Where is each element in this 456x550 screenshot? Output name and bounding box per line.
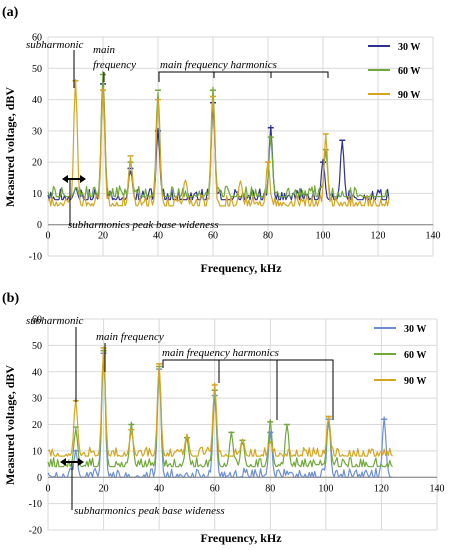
- chart-panel-b: (b) -20 -10 0 10 20 30 40 50 60 0 20 40 60 80 100 120 14…: [2, 291, 445, 545]
- y-axis-label-b: Measured voltage, dBV: [3, 365, 17, 485]
- annotation-harmonics-b: main frequency harmonics: [162, 347, 279, 359]
- legend-a: 30 W 60 W 90 W: [368, 42, 420, 101]
- x-tick-label: 60: [208, 231, 218, 242]
- y-tick-label: -10: [29, 499, 42, 510]
- y-tick-label: 50: [32, 341, 42, 352]
- x-tick-label: 140: [426, 231, 441, 242]
- panel-label-a: (a): [2, 5, 19, 20]
- annotation-main-frequency-a: main frequency: [93, 44, 136, 71]
- grid-a: [47, 36, 434, 257]
- panel-label-b: (b): [2, 291, 19, 306]
- y-tick-label: 40: [32, 95, 42, 106]
- x-tick-label: 80: [263, 231, 273, 242]
- legend-label: 60 W: [404, 350, 426, 361]
- x-tick-label: 140: [430, 483, 445, 494]
- series-group-b: [47, 346, 393, 478]
- y-tick-label: 40: [32, 367, 42, 378]
- x-tick-label: 0: [46, 483, 51, 494]
- y-tick-label: 20: [32, 158, 42, 169]
- legend-b: 30 W 60 W 90 W: [374, 324, 426, 387]
- x-tick-label: 80: [265, 483, 275, 494]
- y-tick-label: 20: [32, 420, 42, 431]
- x-tick-label: 60: [210, 483, 220, 494]
- x-axis-label-a: Frequency, kHz: [200, 261, 282, 275]
- series-line-90w: [47, 346, 393, 457]
- axes-a: -10 0 10 20 30 40 50 60 0 20 40 60 80 100 120 140: [29, 33, 441, 263]
- annotation-lines-a: [69, 50, 329, 226]
- axes-b: -20 -10 0 10 20 30 40 50 60 0 20 40 60 80 100 120 140: [29, 315, 445, 537]
- annotation-peak-base-b: subharmonics peak base wideness: [74, 505, 225, 517]
- y-tick-label: 10: [32, 189, 42, 200]
- x-tick-label: 100: [318, 483, 333, 494]
- x-tick-label: 40: [154, 483, 164, 494]
- y-tick-label: 30: [32, 394, 42, 405]
- annotation-harmonics-a: main frequency harmonics: [160, 59, 277, 71]
- width-arrow-b: [60, 458, 84, 466]
- y-tick-label: 30: [32, 126, 42, 137]
- y-tick-label: 60: [32, 33, 42, 44]
- y-tick-label: 50: [32, 64, 42, 75]
- y-tick-label: -10: [29, 252, 42, 263]
- y-tick-label: -20: [29, 526, 42, 537]
- y-tick-label: 10: [32, 446, 42, 457]
- x-tick-label: 120: [371, 231, 386, 242]
- y-tick-label: 0: [37, 473, 42, 484]
- legend-label: 30 W: [398, 42, 420, 53]
- legend-label: 90 W: [404, 376, 426, 387]
- chart-panel-a: (a) -10 0 10 20 30 40 50 60 0 20 40 60 80 100 120 140 F…: [2, 5, 441, 275]
- x-tick-label: 20: [98, 231, 108, 242]
- y-tick-label: 60: [32, 315, 42, 326]
- x-tick-label: 0: [46, 231, 51, 242]
- annotation-subharmonic-a: subharmonic: [26, 39, 84, 51]
- x-tick-label: 20: [99, 483, 109, 494]
- y-tick-label: 0: [37, 220, 42, 231]
- legend-label: 90 W: [398, 90, 420, 101]
- y-axis-label-a: Measured voltage, dBV: [3, 87, 17, 207]
- annotation-lines-b: [71, 327, 334, 510]
- x-tick-label: 120: [374, 483, 389, 494]
- series-line-90w: [47, 78, 390, 207]
- annotation-subharmonic-b: subharmonic: [26, 315, 84, 327]
- series-line-60w: [47, 71, 389, 198]
- series-group-a: [47, 71, 390, 207]
- x-tick-label: 100: [316, 231, 331, 242]
- legend-label: 60 W: [398, 66, 420, 77]
- width-arrow-a: [62, 175, 86, 183]
- x-tick-label: 40: [153, 231, 163, 242]
- annotation-peak-base-a: subharmonics peak base wideness: [68, 219, 219, 231]
- x-axis-label-b: Frequency, kHz: [200, 531, 282, 545]
- annotation-main-frequency-b: main frequency: [96, 331, 164, 343]
- legend-label: 30 W: [404, 324, 426, 335]
